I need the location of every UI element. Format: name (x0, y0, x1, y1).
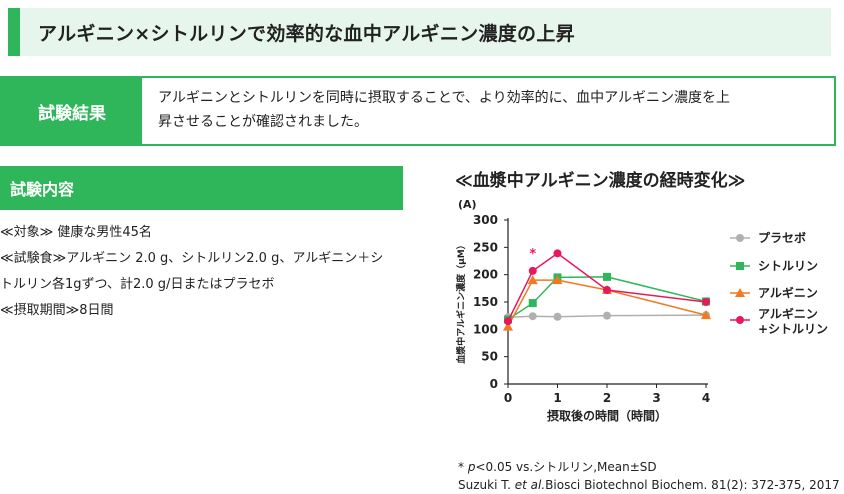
legend-marker-arginine-citrulline (736, 316, 744, 324)
y-tick-label: 150 (473, 295, 498, 309)
x-tick-label: 2 (603, 391, 611, 405)
data-point-placebo (553, 312, 562, 321)
data-point-arginine (701, 310, 711, 320)
legend-marker-arginine (735, 288, 745, 297)
panel-label: (A) (458, 198, 477, 211)
legend-marker-citrulline (736, 262, 744, 270)
test-content-body: ≪対象≫ 健康な男性45名 ≪試験食≫アルギニン 2.0 g、シトルリン2.0 … (0, 220, 420, 324)
data-point-arginine-citrulline (603, 285, 611, 294)
data-point-arginine-citrulline (528, 266, 537, 275)
data-point-arginine-citrulline (553, 249, 562, 258)
y-tick-label: 200 (473, 268, 498, 282)
content-line-period: ≪摂取期間≫8日間 (0, 303, 114, 318)
y-axis-title: 血漿中アルギニン濃度（μM） (455, 240, 467, 364)
x-tick-label: 3 (652, 391, 660, 405)
data-point-arginine (527, 275, 538, 285)
y-tick-label: 50 (481, 350, 498, 364)
significance-note: * p<0.05 vs.シトルリン,Mean±SD (458, 460, 657, 474)
result-text-line: 昇させることが確認されました。 (158, 114, 368, 130)
data-point-arginine (552, 275, 563, 285)
data-point-arginine-citrulline (504, 317, 512, 326)
footnote: * p<0.05 vs.シトルリン,Mean±SD Suzuki T. et a… (458, 458, 840, 494)
page-title: アルギニン×シトルリンで効率的な血中アルギニン濃度の上昇 (38, 22, 575, 45)
x-tick-label: 1 (553, 391, 561, 405)
significance-asterisk: * (529, 247, 536, 262)
data-point-placebo (603, 311, 611, 320)
x-tick-label: 4 (702, 391, 710, 405)
content-line-test-food: ≪試験食≫アルギニン 2.0 g、シトルリン2.0 g、アルギニン＋シ (0, 251, 384, 266)
result-text: アルギニンとシトルリンを同時に摂取することで、より効率的に、血中アルギニン濃度を… (142, 78, 834, 144)
y-tick-label: 250 (473, 240, 498, 254)
data-point-placebo (528, 312, 537, 321)
data-point-citrulline (528, 299, 537, 308)
content-line-test-food-cont: トルリン各1gずつ、計2.0 g/日またはプラセボ (0, 277, 275, 292)
x-axis-title: 摂取後の時間（時間） (547, 408, 667, 423)
result-text-line: アルギニンとシトルリンを同時に摂取することで、より効率的に、血中アルギニン濃度を… (158, 90, 731, 106)
legend-label-citrulline: シトルリン (758, 259, 818, 273)
result-label: 試験結果 (2, 78, 142, 144)
chart-title: ≪血漿中アルギニン濃度の経時変化≫ (455, 171, 746, 191)
page-title-bar: アルギニン×シトルリンで効率的な血中アルギニン濃度の上昇 (8, 8, 831, 56)
legend-label-arginine-citrulline-line2: +シトルリン (758, 322, 828, 336)
reference-note: Suzuki T. et al.Biosci Biotechnol Bioche… (458, 478, 840, 492)
result-box: 試験結果 アルギニンとシトルリンを同時に摂取することで、より効率的に、血中アルギ… (0, 76, 836, 146)
data-point-citrulline (603, 272, 611, 281)
y-tick-label: 100 (473, 322, 498, 336)
test-content-heading: 試験内容 (0, 166, 403, 210)
legend-marker-placebo (736, 234, 744, 242)
data-point-arginine-citrulline (702, 298, 710, 306)
data-point-arginine (503, 321, 513, 331)
content-line-subjects: ≪対象≫ 健康な男性45名 (0, 225, 152, 240)
legend-label-placebo: プラセボ (758, 230, 806, 245)
x-tick-label: 0 (504, 391, 512, 405)
legend-label-arginine-citrulline: アルギニン (758, 306, 818, 321)
y-tick-label: 0 (490, 377, 498, 391)
y-tick-label: 300 (473, 213, 498, 227)
chart-svg: (A) 0 50 100 150 200 250 300 0 1 2 3 4 摂取後の時間（時間） 血漿中ア… (455, 198, 828, 423)
legend-label-arginine: アルギニン (758, 285, 818, 300)
